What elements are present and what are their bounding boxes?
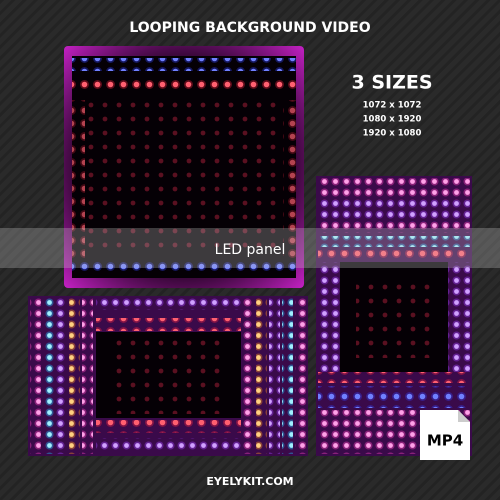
- horizontal-panel: [28, 296, 308, 456]
- sizes-heading: 3 SIZES: [351, 72, 432, 94]
- vertical-panel: [316, 176, 472, 456]
- badge-text: MP4: [427, 432, 463, 450]
- size-item: 1920 x 1080: [363, 129, 422, 139]
- size-item: 1080 x 1920: [363, 115, 422, 125]
- overlay-band: [0, 228, 500, 268]
- file-badge: MP4: [420, 410, 470, 460]
- footer: EYELYKIT.COM: [206, 475, 293, 488]
- panel-label: LED panel: [215, 242, 286, 258]
- size-item: 1072 x 1072: [363, 101, 422, 111]
- title: LOOPING BACKGROUND VIDEO: [129, 20, 370, 36]
- square-panel: [64, 46, 304, 288]
